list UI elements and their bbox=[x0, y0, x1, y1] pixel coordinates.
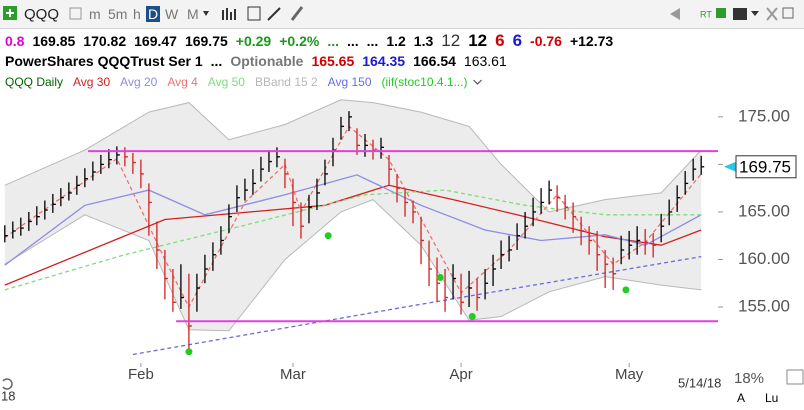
quote-line: 0.8 169.85 170.82 169.47 169.75 +0.29 +0.2%...… bbox=[5, 31, 621, 51]
dropdown-arrow[interactable] bbox=[203, 11, 209, 16]
menu-arrow[interactable] bbox=[751, 11, 759, 16]
band-upper bbox=[4, 99, 702, 213]
toolbar: RT QQQ m 5m h D W M bbox=[0, 0, 804, 29]
quote-field: ... bbox=[346, 33, 359, 49]
quote-field: 0.8 bbox=[5, 33, 25, 49]
add-indicator-icon[interactable] bbox=[247, 6, 261, 21]
band-lower bbox=[4, 199, 702, 332]
x-tick-label: Apr bbox=[449, 366, 472, 383]
quote-field: 6 bbox=[512, 31, 523, 50]
info-field: PowerShares QQQTrust Ser 1 bbox=[5, 53, 203, 69]
max-icon[interactable] bbox=[782, 7, 794, 19]
info-field: 164.35 bbox=[362, 53, 406, 69]
add-icon-plus bbox=[6, 9, 14, 17]
quote-field: 12 bbox=[468, 31, 488, 50]
share-icon[interactable] bbox=[670, 8, 686, 20]
timeframe[interactable]: M bbox=[187, 6, 199, 22]
last-price-box bbox=[735, 155, 797, 179]
quote-field: 170.82 bbox=[83, 33, 127, 49]
legend-entry: Avg 20 bbox=[120, 75, 157, 89]
info-field: 166.54 bbox=[413, 53, 456, 69]
signal-dot bbox=[622, 286, 630, 294]
legend-entry: (iif(stoc10.4.1...) bbox=[382, 75, 468, 89]
y-tick-label: 160.00 bbox=[738, 249, 790, 268]
quote-field: 169.75 bbox=[184, 33, 228, 49]
legend-entry: Avg 150 bbox=[328, 75, 372, 89]
pencil-icon[interactable] bbox=[290, 6, 304, 21]
signal-dot bbox=[324, 232, 332, 240]
quote-field: 6 bbox=[495, 31, 505, 50]
quote-field: 169.85 bbox=[32, 33, 76, 49]
last-price-label: 169.75 bbox=[739, 157, 791, 176]
legend-arrow bbox=[473, 79, 482, 85]
timeframe[interactable]: W bbox=[165, 6, 179, 22]
move-icon[interactable] bbox=[766, 7, 778, 21]
quote-field: 12 bbox=[441, 31, 461, 50]
moving-average bbox=[4, 174, 702, 266]
info-field: 163.61 bbox=[463, 53, 507, 69]
toolbar-icons: RT bbox=[3, 6, 794, 22]
signal-dot bbox=[185, 348, 193, 356]
info-field: 165.65 bbox=[311, 53, 355, 69]
signal-dot bbox=[468, 313, 476, 321]
quote-field: 1.3 bbox=[413, 33, 434, 49]
band-fill bbox=[4, 99, 702, 331]
moving-average bbox=[132, 255, 702, 356]
info-field: ... bbox=[210, 53, 223, 69]
quote-field: 169.47 bbox=[134, 33, 177, 49]
box-icon[interactable] bbox=[69, 7, 82, 20]
timeframe[interactable]: m bbox=[89, 6, 101, 22]
y-tick-label: 175.00 bbox=[738, 106, 790, 125]
y-tick-label: 155.00 bbox=[738, 296, 790, 315]
last-price-arrow bbox=[724, 161, 736, 172]
legend-entry: Avg 4 bbox=[167, 75, 198, 89]
quote-field: 1.2 bbox=[386, 33, 406, 49]
timeframe[interactable]: D bbox=[148, 6, 159, 22]
daily-selected bbox=[146, 6, 160, 22]
legend-entry: QQQ Daily bbox=[5, 75, 63, 89]
zoom-label: 18% bbox=[734, 370, 764, 387]
legend-entry: Avg 30 bbox=[73, 75, 110, 89]
date-label: 5/14/18 bbox=[678, 375, 721, 390]
quote-field: +0.2% bbox=[279, 33, 320, 49]
quote-field: ... bbox=[366, 33, 379, 49]
draw-icon[interactable] bbox=[267, 7, 281, 21]
chart: QQQ Daily Avg 30 Avg 20 Avg 4 Avg 50 BBand 15… bbox=[1, 75, 804, 405]
left-label: 18 bbox=[1, 388, 15, 403]
tt-icon[interactable] bbox=[733, 8, 747, 20]
timeframe[interactable]: h bbox=[133, 6, 141, 22]
legend-entry: Avg 50 bbox=[208, 75, 245, 89]
x-tick-label: Feb bbox=[128, 366, 154, 383]
st-icon[interactable] bbox=[716, 8, 726, 18]
bars-icon[interactable] bbox=[222, 8, 236, 20]
info-field: Optionable bbox=[230, 53, 304, 69]
x-tick-label: Mar bbox=[280, 366, 306, 383]
legend-entry: BBand 15 2 bbox=[255, 75, 318, 89]
quote-field: ... bbox=[327, 33, 339, 49]
lu-button[interactable]: Lu bbox=[765, 391, 778, 405]
info-line: PowerShares QQQTrust Ser 1... Optionable 1… bbox=[5, 53, 515, 69]
quote-field: +0.29 bbox=[235, 33, 272, 49]
symbol[interactable]: QQQ bbox=[24, 6, 60, 23]
signal-dot bbox=[436, 274, 444, 282]
moving-average bbox=[4, 184, 702, 286]
quote-field: +12.73 bbox=[569, 33, 614, 49]
quote-field: -0.76 bbox=[530, 33, 562, 49]
rt-icon[interactable]: RT bbox=[700, 9, 712, 19]
x-tick-label: May bbox=[615, 366, 644, 383]
timeframe[interactable]: 5m bbox=[108, 6, 128, 22]
refresh-icon bbox=[2, 378, 13, 390]
a-button[interactable]: A bbox=[737, 391, 745, 405]
scroll-box bbox=[786, 369, 804, 385]
y-tick-label: 165.00 bbox=[738, 201, 790, 220]
